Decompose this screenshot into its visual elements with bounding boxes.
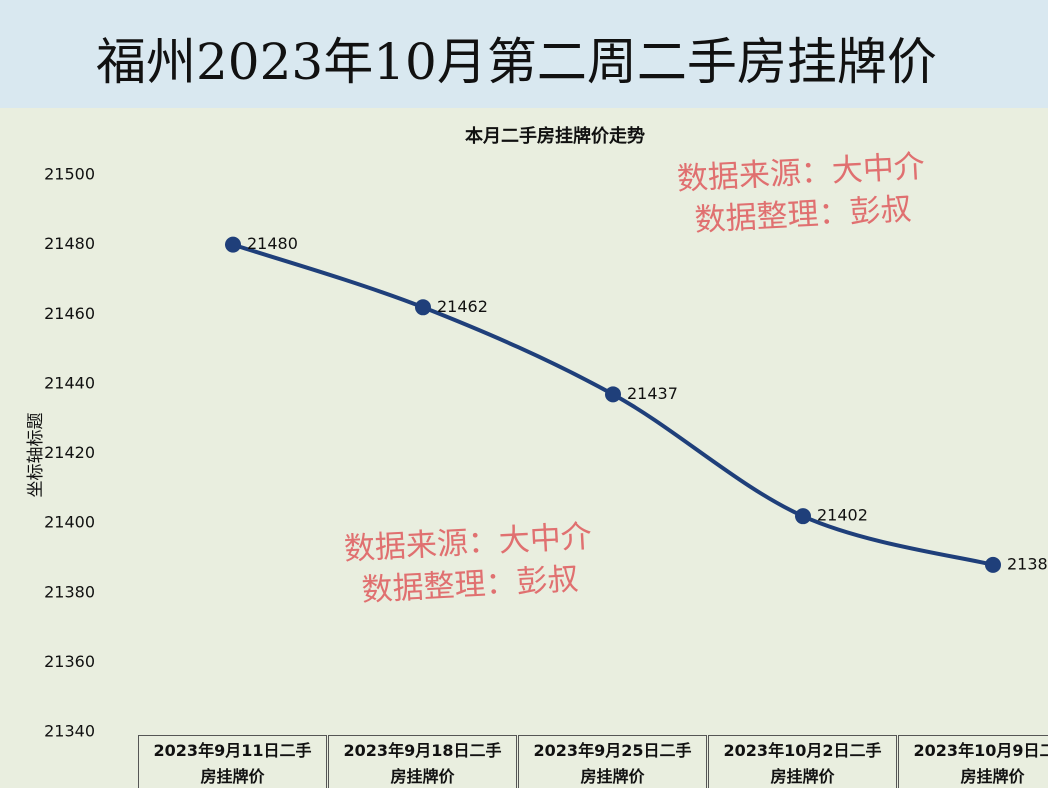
marker xyxy=(795,508,811,525)
line xyxy=(232,242,994,567)
y-tick-label: 21480 xyxy=(44,234,95,253)
x-tick-label: 2023年9月25日二手房挂牌价 xyxy=(518,735,707,788)
y-tick-label: 21440 xyxy=(44,373,95,392)
watermark: 数据来源：大中介 数据整理：彭叔 xyxy=(343,516,595,613)
y-tick-label: 21340 xyxy=(44,722,95,741)
x-tick-label: 2023年10月9日二手房挂牌价 xyxy=(898,735,1048,788)
y-tick-label: 21460 xyxy=(44,304,95,323)
y-tick-label: 21380 xyxy=(44,582,95,601)
marker xyxy=(415,299,431,316)
y-axis-title: 坐标轴标题 xyxy=(26,413,46,498)
x-tick-label: 2023年9月11日二手房挂牌价 xyxy=(138,735,327,788)
watermark: 数据来源：大中介 数据整理：彭叔 xyxy=(676,146,928,243)
y-tick-label: 21420 xyxy=(44,443,95,462)
marker xyxy=(605,386,621,403)
value-label: 21388 xyxy=(1007,554,1048,573)
value-label: 21437 xyxy=(627,384,678,403)
y-tick-label: 21360 xyxy=(44,652,95,671)
x-tick-label: 2023年10月2日二手房挂牌价 xyxy=(708,735,897,788)
value-label: 21402 xyxy=(817,506,868,525)
banner: 福州2023年10月第二周二手房挂牌价 xyxy=(0,0,1048,108)
value-label: 21462 xyxy=(437,297,488,316)
x-tick-label: 2023年9月18日二手房挂牌价 xyxy=(328,735,517,788)
marker xyxy=(985,556,1001,573)
marker xyxy=(225,236,241,253)
y-tick-label: 21500 xyxy=(44,165,95,184)
page-title: 福州2023年10月第二周二手房挂牌价 xyxy=(96,33,937,91)
y-tick-label: 21400 xyxy=(44,513,95,532)
value-label: 21480 xyxy=(247,234,298,253)
chart-title: 本月二手房挂牌价走势 xyxy=(465,125,645,147)
